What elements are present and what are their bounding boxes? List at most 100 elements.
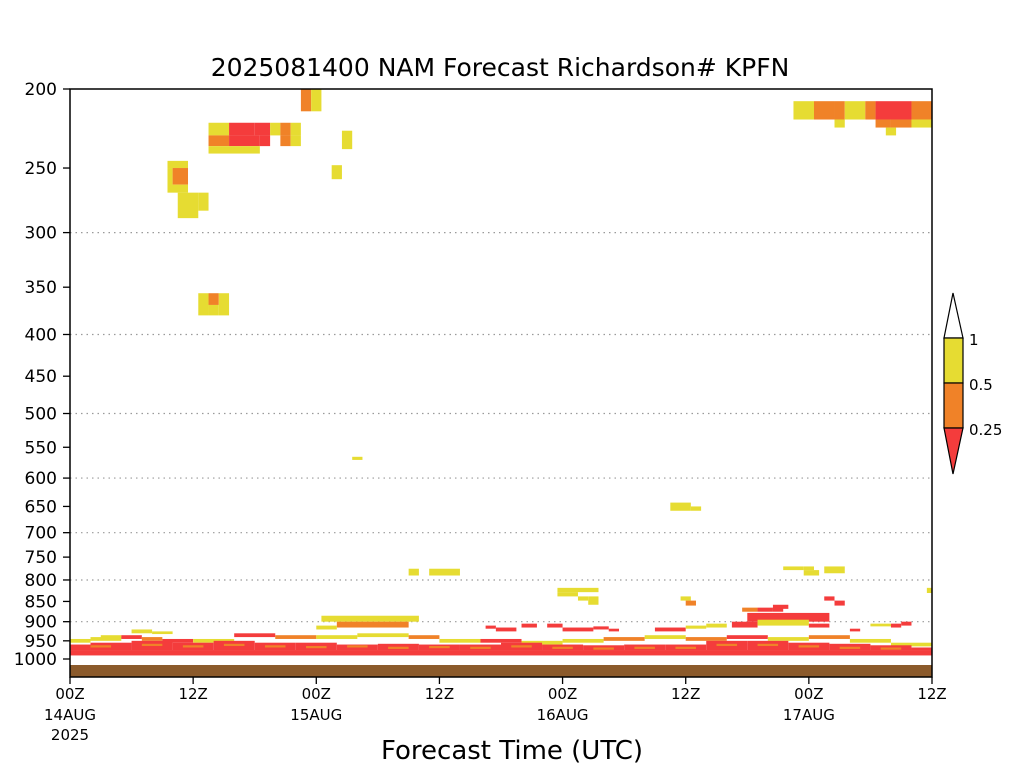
ri-cell-46 [588, 596, 599, 605]
ri-cell-19 [167, 184, 189, 193]
ri-cell-68 [495, 627, 517, 632]
ri-cell-38 [890, 119, 912, 128]
ri-cell-93 [357, 633, 409, 638]
ri-cell-61 [731, 621, 758, 628]
ri-cell-40 [885, 127, 897, 136]
y-tick-label-950: 950 [25, 632, 57, 652]
ri-cell-147 [798, 645, 820, 648]
ri-cell-42 [429, 568, 460, 576]
ri-cell-63 [808, 623, 830, 628]
ri-cell-57 [824, 596, 835, 601]
ri-cell-4 [254, 122, 271, 136]
ri-cell-5 [270, 122, 281, 136]
x-tick-label-48: 00Z [548, 685, 577, 703]
ground-band [70, 665, 932, 677]
ri-cell-52 [772, 604, 789, 609]
ri-cell-70 [547, 623, 563, 628]
ri-cell-66 [316, 625, 337, 630]
ri-cell-30 [813, 101, 835, 120]
ri-cell-21 [198, 192, 209, 211]
y-tick-label-550: 550 [25, 438, 57, 458]
data-cells [70, 89, 932, 656]
ri-cell-88 [162, 638, 194, 643]
ri-cell-6 [280, 122, 291, 136]
ri-cell-136 [347, 645, 368, 648]
x-tick-label-0: 00Z [55, 685, 84, 703]
ri-cell-146 [757, 643, 779, 647]
ri-cell-78 [870, 623, 891, 627]
ri-cell-71 [562, 627, 594, 632]
ri-cell-47 [680, 596, 691, 601]
y-tick-label-200: 200 [25, 80, 57, 100]
ri-cell-80 [901, 621, 912, 626]
ri-cell-85 [90, 637, 122, 641]
x-tick-date-48: 16AUG [537, 706, 589, 724]
ri-cell-100 [644, 635, 686, 639]
y-tick-label-500: 500 [25, 405, 57, 425]
ri-cell-133 [223, 643, 245, 647]
ri-cell-62 [757, 619, 809, 626]
x-tick-label-60: 12Z [671, 685, 700, 703]
ri-cell-87 [141, 637, 163, 641]
ri-cell-77 [849, 628, 861, 632]
y-tick-label-450: 450 [25, 367, 57, 387]
ri-cell-59 [926, 587, 932, 594]
ri-cell-145 [716, 643, 738, 647]
ri-cell-33 [865, 101, 876, 120]
y-ticks: 200 250 300 350 400 450 500 550 600 650 700 750 8008… [14, 80, 70, 670]
ri-cell-39 [911, 119, 932, 128]
ri-cell-102 [726, 635, 768, 639]
ri-cell-23 [208, 293, 219, 305]
ri-cell-8 [208, 135, 230, 147]
ri-cell-135 [306, 646, 327, 649]
y-tick-label-700: 700 [25, 524, 57, 544]
ri-cell-26 [352, 456, 363, 460]
ri-cell-75 [685, 625, 707, 629]
ri-cell-148 [839, 646, 861, 649]
ri-cell-58 [834, 600, 845, 606]
ri-cell-51 [772, 607, 784, 612]
ri-cell-28 [690, 506, 702, 511]
y-tick-label-650: 650 [25, 497, 57, 517]
ri-cell-25 [218, 293, 230, 316]
ri-cell-140 [511, 645, 532, 648]
x-tick-label-72: 00Z [794, 685, 823, 703]
legend-label-0.5: 0.5 [969, 376, 993, 394]
y-tick-label-300: 300 [25, 224, 57, 244]
ri-cell-44 [557, 592, 578, 597]
ri-cell-81 [131, 629, 153, 634]
legend-swatch-orange [943, 382, 964, 429]
ri-cell-69 [521, 623, 537, 628]
y-tick-label-400: 400 [25, 325, 57, 345]
ri-cell-130 [90, 645, 112, 648]
ri-cell-12 [290, 135, 301, 147]
x-tick-date-72: 17AUG [783, 706, 835, 724]
ri-cell-41 [408, 568, 419, 576]
ri-cell-83 [100, 635, 122, 638]
ri-cell-103 [767, 637, 809, 641]
ri-cell-89 [193, 638, 235, 643]
ri-cell-31 [834, 101, 845, 120]
ri-cell-79 [890, 623, 902, 628]
ri-cell-60 [747, 612, 830, 622]
ri-cell-27 [670, 502, 691, 511]
ri-cell-49 [742, 607, 758, 612]
x-tick-label-36: 12Z [425, 685, 454, 703]
plot-frame [69, 88, 933, 678]
x-tick-date-24: 15AUG [290, 706, 342, 724]
y-tick-label-1000: 1000 [14, 650, 57, 670]
ri-cell-82 [152, 631, 173, 635]
ri-cell-92 [316, 635, 358, 639]
ri-cell-72 [593, 626, 609, 630]
ri-cell-106 [890, 642, 932, 647]
ri-cell-53 [783, 566, 804, 571]
ri-cell-128 [911, 647, 932, 651]
y-tick-label-900: 900 [25, 613, 57, 633]
ri-cell-86 [121, 635, 142, 639]
ri-cell-129 [70, 650, 932, 656]
ri-cell-20 [177, 192, 199, 219]
ri-cell-15 [331, 165, 342, 180]
y-tick-label-850: 850 [25, 592, 57, 612]
ri-cell-141 [552, 646, 573, 649]
ri-cell-22 [198, 293, 209, 316]
